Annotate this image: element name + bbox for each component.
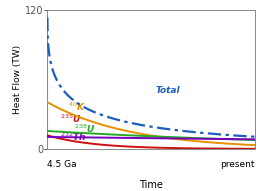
Text: $^{40}$K: $^{40}$K: [68, 100, 86, 113]
Text: $^{238}$U: $^{238}$U: [74, 122, 96, 135]
Text: Total: Total: [155, 86, 180, 95]
Text: present: present: [221, 160, 255, 169]
Text: Time: Time: [139, 180, 163, 190]
Y-axis label: Heat Flow (TW): Heat Flow (TW): [13, 45, 22, 114]
Text: $^{232}$Th: $^{232}$Th: [60, 131, 86, 143]
Text: 4.5 Ga: 4.5 Ga: [47, 160, 77, 169]
Text: $^{235}$U: $^{235}$U: [60, 113, 81, 125]
